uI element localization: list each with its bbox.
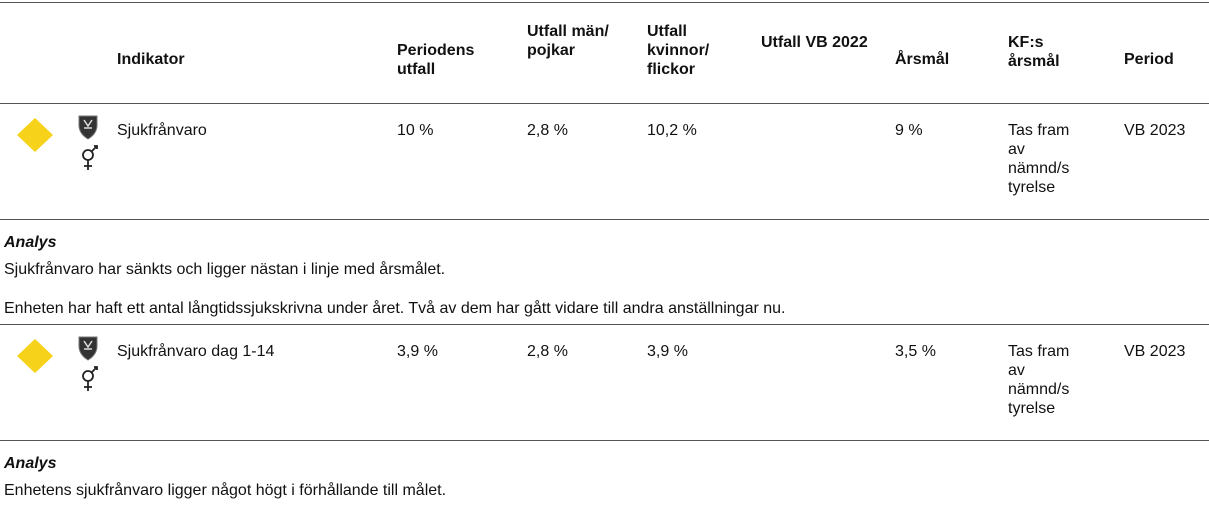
cell: 3,9 % <box>397 343 438 360</box>
status-icons <box>17 336 98 391</box>
gender-symbol <box>82 145 98 170</box>
row-border <box>0 2 1209 3</box>
analysis-text: Enheten har haft ett antal långtidssjuks… <box>4 300 786 317</box>
row-border <box>0 219 1209 220</box>
column-header: Utfall VB 2022 <box>761 34 868 51</box>
status-diamond <box>17 118 53 152</box>
column-header: KF:s årsmål <box>1008 34 1060 70</box>
cell: 10 % <box>397 122 434 139</box>
column-header: Indikator <box>117 51 185 68</box>
cell: Sjukfrånvaro <box>117 122 207 139</box>
cell: 10,2 % <box>647 122 697 139</box>
cell: 9 % <box>895 122 923 139</box>
row-border <box>0 103 1209 104</box>
cell: VB 2023 <box>1124 122 1186 139</box>
column-header: Årsmål <box>895 51 950 68</box>
row-border <box>0 324 1209 325</box>
gender-symbol <box>82 366 98 391</box>
cell: Sjukfrånvaro dag 1-14 <box>117 343 275 360</box>
column-header: Utfall kvinnor/ flickor <box>647 23 710 78</box>
analysis-text: Enhetens sjukfrånvaro ligger något högt … <box>4 482 447 499</box>
status-diamond <box>17 339 53 373</box>
cell: 2,8 % <box>527 122 568 139</box>
column-header: Utfall män/ pojkar <box>527 23 609 59</box>
analysis-text: Sjukfrånvaro har sänkts och ligger nästa… <box>4 261 446 278</box>
cell: 2,8 % <box>527 343 568 360</box>
cell: Tas fram av nämnd/styrelse <box>1008 122 1070 196</box>
analysis-title: Analys <box>4 234 57 251</box>
cell: VB 2023 <box>1124 343 1186 360</box>
cell: 3,5 % <box>895 343 936 360</box>
cell: 3,9 % <box>647 343 688 360</box>
status-icons <box>17 115 98 170</box>
cell: Tas fram av nämnd/styrelse <box>1008 343 1070 417</box>
column-header: Period <box>1124 51 1174 68</box>
analysis-title: Analys <box>4 455 57 472</box>
column-header: Periodens utfall <box>397 42 475 78</box>
row-border <box>0 440 1209 441</box>
